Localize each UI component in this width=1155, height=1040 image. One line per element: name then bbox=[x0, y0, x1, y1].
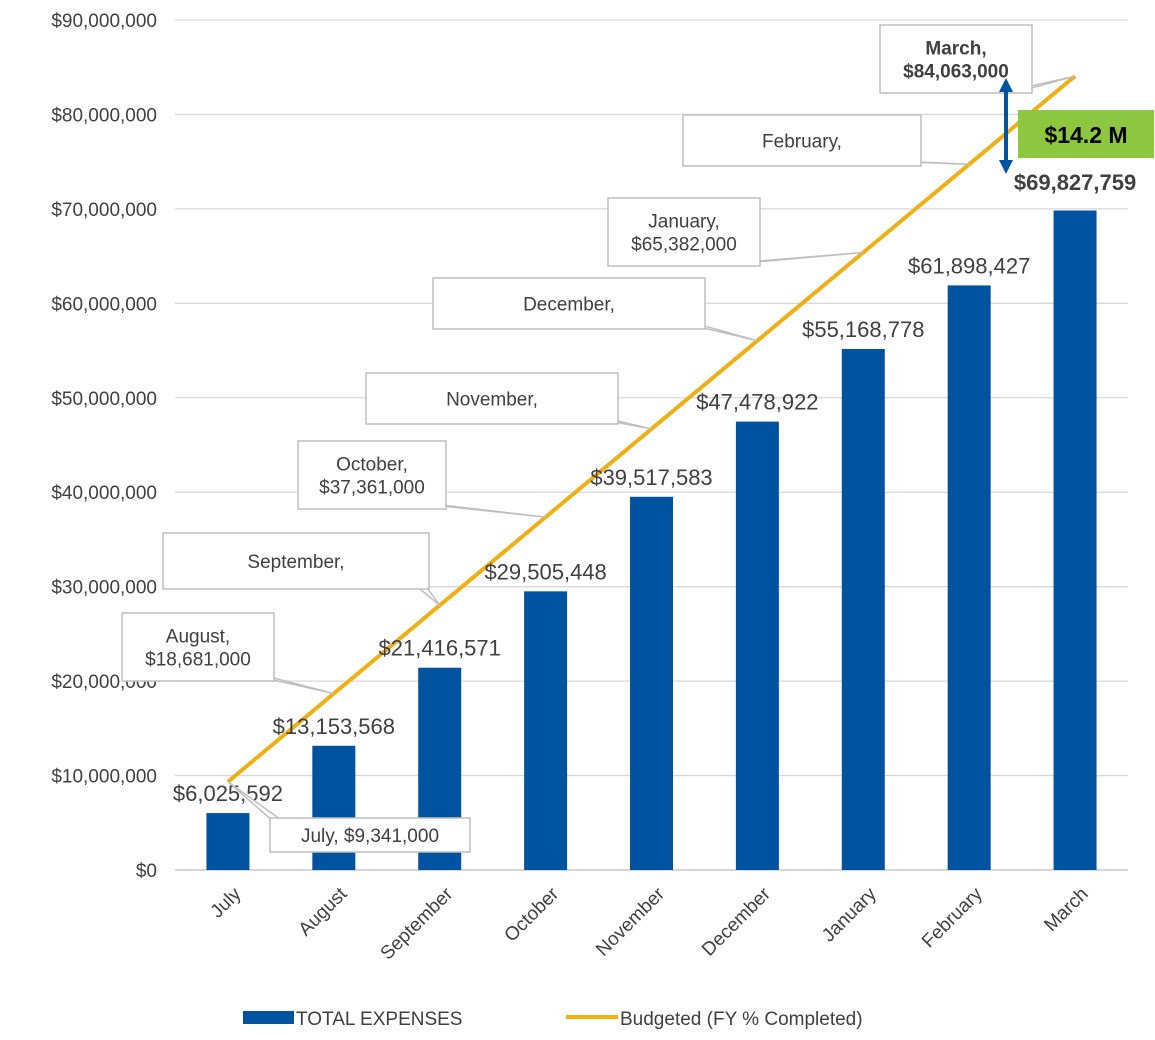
callout-label: August, bbox=[166, 627, 230, 648]
callout-label: $18,681,000 bbox=[145, 650, 251, 671]
bar-value-label: $39,517,583 bbox=[590, 465, 712, 490]
x-tick-label: July bbox=[207, 883, 246, 922]
legend: TOTAL EXPENSES Budgeted (FY % Completed) bbox=[243, 1009, 863, 1030]
callout-label: $37,361,000 bbox=[319, 478, 425, 499]
callout-box bbox=[297, 440, 447, 510]
x-tick-label: December bbox=[698, 883, 775, 960]
bar-value-label: $47,478,922 bbox=[696, 390, 818, 415]
callout-label: January, bbox=[648, 212, 719, 233]
x-tick-label: March bbox=[1040, 884, 1092, 936]
x-tick-label: February bbox=[918, 883, 987, 952]
expense-bar bbox=[735, 421, 779, 870]
callout-label: September, bbox=[247, 552, 344, 573]
callout-label: $65,382,000 bbox=[631, 235, 737, 256]
y-tick-label: $0 bbox=[136, 861, 157, 882]
expense-bar bbox=[524, 591, 568, 870]
bar-value-label: $6,025,592 bbox=[173, 781, 283, 806]
callout-box bbox=[607, 197, 761, 267]
gap-annotation: $14.2 M bbox=[999, 78, 1154, 174]
callout-pointer bbox=[745, 251, 864, 263]
x-tick-label: September bbox=[377, 883, 458, 964]
y-tick-label: $40,000,000 bbox=[51, 483, 157, 504]
callout-label: $84,063,000 bbox=[903, 62, 1009, 83]
x-tick-label: November bbox=[592, 883, 669, 960]
y-axis-tick-labels: $0$10,000,000$20,000,000$30,000,000$40,0… bbox=[51, 11, 157, 882]
callout-pointer bbox=[431, 504, 546, 518]
callout-label: October, bbox=[336, 455, 408, 476]
bar-value-label: $69,827,759 bbox=[1014, 170, 1136, 195]
callout-label: March, bbox=[925, 39, 986, 60]
bar-value-label: $29,505,448 bbox=[484, 559, 606, 584]
expense-bar bbox=[947, 285, 991, 870]
legend-label-expenses: TOTAL EXPENSES bbox=[296, 1009, 462, 1030]
expense-bar bbox=[1053, 210, 1097, 870]
expense-bars bbox=[206, 210, 1097, 870]
legend-swatch-expenses bbox=[243, 1011, 294, 1024]
y-tick-label: $10,000,000 bbox=[51, 767, 157, 788]
bar-value-label: $55,168,778 bbox=[802, 317, 924, 342]
y-tick-label: $60,000,000 bbox=[51, 294, 157, 315]
expense-bar bbox=[630, 496, 673, 870]
callout-box bbox=[162, 532, 430, 590]
bar-value-label: $13,153,568 bbox=[273, 714, 395, 739]
gap-box bbox=[1018, 110, 1154, 158]
callout-label: December, bbox=[523, 295, 615, 316]
callout-box bbox=[432, 277, 706, 330]
budget-callouts: July, $9,341,000 August,$18,681,000 Septem… bbox=[121, 24, 1076, 853]
x-tick-label: January bbox=[818, 883, 881, 946]
callout-label: November, bbox=[446, 390, 538, 411]
callout-box bbox=[682, 114, 922, 167]
bar-value-labels: $6,025,592 $13,153,568 $21,416,571 $29,505,… bbox=[173, 170, 1136, 806]
x-tick-label: August bbox=[295, 883, 352, 940]
legend-label-budget: Budgeted (FY % Completed) bbox=[620, 1009, 863, 1030]
callout-box bbox=[269, 817, 471, 853]
gap-label: $14.2 M bbox=[1044, 122, 1127, 148]
x-axis-tick-labels: July August September October November Decemb… bbox=[207, 883, 1093, 964]
expense-bar bbox=[841, 348, 885, 870]
y-tick-label: $30,000,000 bbox=[51, 578, 157, 599]
callout-label: July, $9,341,000 bbox=[301, 826, 439, 847]
bar-value-label: $21,416,571 bbox=[379, 636, 501, 661]
gap-arrow-head-down bbox=[999, 160, 1013, 174]
x-tick-label: October bbox=[501, 883, 564, 946]
gap-arrow-head-up bbox=[999, 78, 1013, 92]
callout-box bbox=[365, 372, 619, 425]
callout-box bbox=[121, 612, 275, 682]
bar-value-label: $61,898,427 bbox=[908, 253, 1030, 278]
y-tick-label: $70,000,000 bbox=[51, 200, 157, 221]
callout-label: February, bbox=[762, 132, 842, 153]
y-tick-label: $90,000,000 bbox=[51, 11, 157, 32]
expense-bar bbox=[206, 813, 250, 870]
y-tick-label: $50,000,000 bbox=[51, 389, 157, 410]
y-tick-label: $80,000,000 bbox=[51, 105, 157, 126]
